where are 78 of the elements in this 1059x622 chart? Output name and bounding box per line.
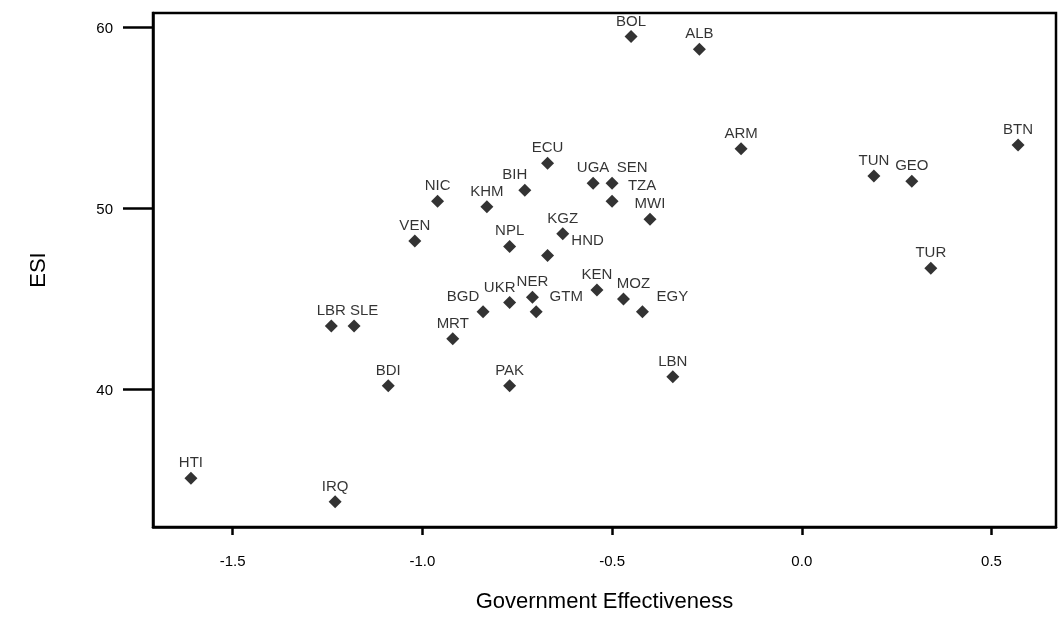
annotation: TZA [627,176,657,194]
point [431,194,445,208]
point [529,305,543,319]
annotation: SLE [349,301,379,319]
annotation: IRQ [321,476,349,494]
point [480,200,494,214]
annotation: KHM [470,181,504,199]
y-axis-title: ESI [24,252,50,288]
x-tick-label: 0.5 [981,552,1002,569]
point [635,305,649,319]
annotation: GTM [549,286,583,304]
point [666,370,680,384]
annotation: NIC [424,176,451,194]
point [503,296,517,310]
annotation: NPL [495,221,525,239]
point [518,183,532,197]
point [643,212,657,226]
annotation: BTN [1003,120,1034,138]
point [184,471,198,485]
y-tick-label: 40 [96,380,113,398]
point [586,176,600,190]
annotation: LBR [316,301,347,319]
annotation: MRT [436,313,469,331]
annotation: ECU [531,138,564,156]
annotation: EGY [656,286,689,304]
annotation: ALB [685,24,714,42]
x-tick-label: -1.0 [409,552,436,569]
annotation: NER [516,272,549,290]
x-axis-title: Government Effectiveness [475,587,734,613]
annotation: BOL [616,11,647,29]
point [924,261,938,275]
point [605,194,619,208]
y-tick-label: 50 [96,199,113,217]
point [867,169,881,183]
point [556,227,570,241]
point [624,30,638,44]
annotation: GEO [895,156,929,174]
point [503,239,517,253]
point [328,495,342,509]
point [692,42,706,56]
point [476,305,490,319]
point [1011,138,1025,152]
point [503,379,517,393]
x-tick-label: -1.5 [219,552,246,569]
annotation: MOZ [616,273,651,291]
point [590,283,604,297]
annotation: VEN [399,216,431,234]
point [541,249,555,263]
annotation: BDI [375,360,401,378]
annotation: HND [571,230,604,248]
point [525,290,539,304]
annotation: KEN [581,264,613,282]
annotation: HTI [178,453,204,471]
point [381,379,395,393]
point [347,319,361,333]
x-tick-label: -0.5 [599,552,626,569]
annotation: LBN [658,351,688,369]
annotation: ARM [724,123,758,141]
annotation: UKR [483,277,516,295]
point [734,142,748,156]
annotation: TUN [858,150,890,168]
point [324,319,338,333]
annotation: PAK [495,360,525,378]
point [541,156,555,170]
annotation: BGD [446,286,480,304]
annotation: SEN [616,158,648,176]
x-tick-label: 0.0 [791,552,813,569]
point [408,234,422,248]
annotation: TUR [915,243,947,261]
annotation: UGA [576,158,610,176]
annotation: KGZ [547,208,579,226]
annotation: BIH [502,165,528,183]
y-tick-label: 60 [96,18,113,36]
point [616,292,630,306]
point [605,176,619,190]
point [905,174,919,188]
annotation: MWI [634,194,666,212]
point [446,332,460,346]
